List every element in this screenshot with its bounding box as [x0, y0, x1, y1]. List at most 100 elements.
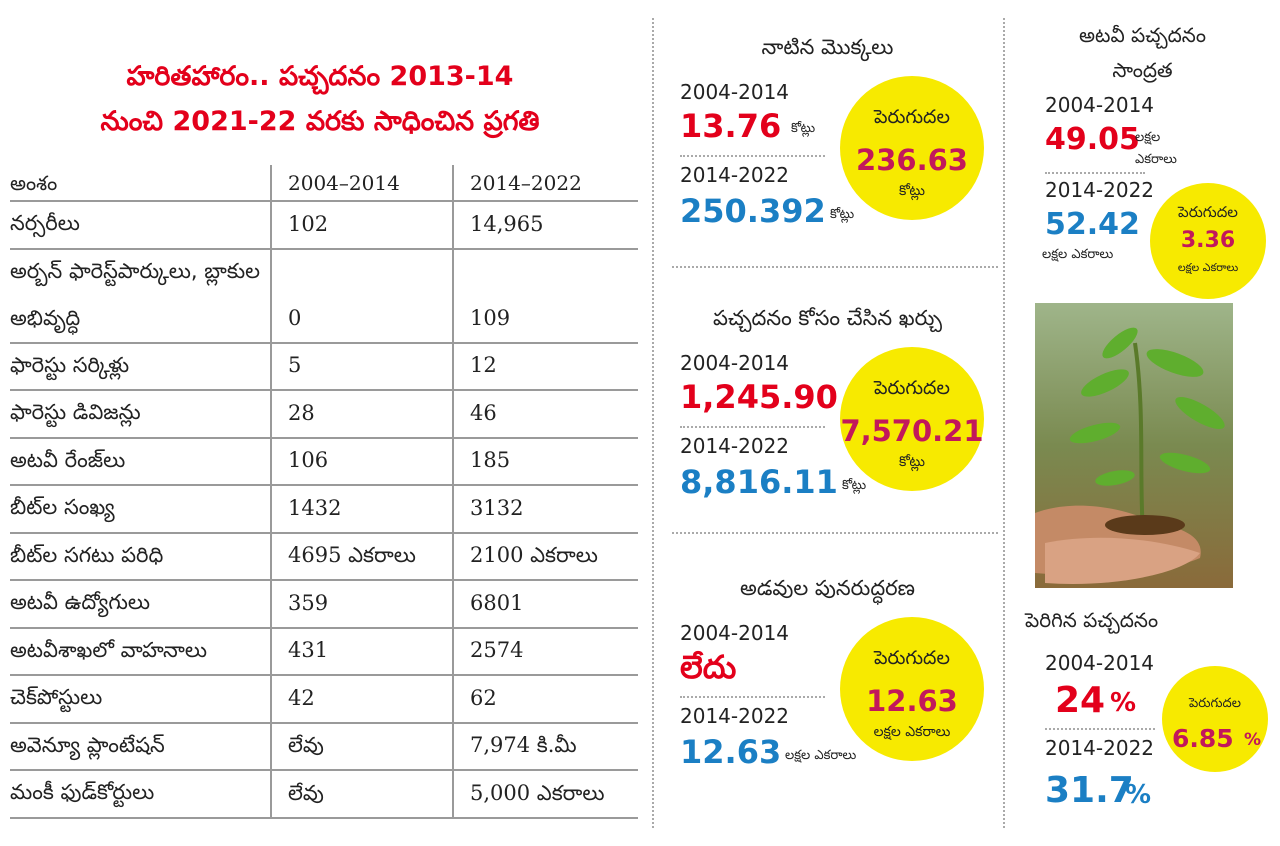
- increase-value: 12.63: [866, 684, 958, 718]
- period: 2004-2014: [680, 80, 790, 104]
- period: 2014-2022: [680, 704, 790, 728]
- value: 52.42: [1045, 207, 1140, 242]
- increase-unit: కోట్లు: [898, 454, 926, 470]
- unit: లక్షల ఎకరాలు: [1042, 247, 1114, 262]
- table-header: అంశం: [10, 171, 58, 195]
- cell: 5: [288, 353, 302, 377]
- period: 2014-2022: [1045, 736, 1155, 760]
- increase-circle: [840, 76, 984, 220]
- cell: 106: [288, 448, 329, 472]
- increase-circle: [840, 347, 984, 491]
- row-line: [10, 341, 638, 344]
- increase-label: పెరుగుదల: [874, 647, 950, 669]
- value: 13.76: [680, 107, 782, 145]
- row-label: మంకీ ఫుడ్‌కోర్టులు: [10, 780, 155, 804]
- row-label: అర్బన్ ఫారెస్ట్‌పార్కులు, బ్లాకుల అభివృద…: [10, 258, 260, 330]
- row-line: [10, 721, 638, 724]
- cell: 431: [288, 638, 329, 662]
- value: 8,816.11: [680, 463, 838, 501]
- row-line: [10, 579, 638, 581]
- value: 1,245.90: [680, 378, 838, 416]
- panel-title: అడవుల పునరుద్ధరణ: [740, 576, 915, 600]
- divider: [672, 532, 998, 534]
- period: 2004-2014: [1045, 93, 1155, 117]
- cell: లేవు: [288, 780, 324, 805]
- increase-circle: [1162, 666, 1268, 772]
- unit: %: [1110, 688, 1137, 718]
- period: 2014-2022: [1045, 178, 1155, 202]
- row-line: [10, 389, 638, 391]
- divider: [680, 155, 825, 157]
- cell: 7,974 కి.మీ: [470, 733, 577, 757]
- cell: 1432: [288, 495, 342, 520]
- row-label: అవెన్యూ ప్లాంటేషన్: [10, 732, 165, 757]
- cell: 12: [470, 353, 497, 377]
- cell: 185: [470, 448, 511, 472]
- divider: [680, 426, 825, 428]
- row-label: చెక్‌పోస్టులు: [10, 685, 103, 709]
- divider: [1045, 172, 1145, 174]
- title-line: హరితహారం.. పచ్చదనం 2013-14: [126, 61, 514, 92]
- cell: 42: [288, 685, 315, 710]
- increase-value: 6.85: [1172, 724, 1234, 753]
- title-line: నుంచి 2021-22 వరకు సాధించిన ప్రగతి: [100, 106, 540, 137]
- period: 2004-2014: [680, 621, 790, 645]
- divider: [672, 266, 998, 268]
- cell: 28: [288, 400, 315, 425]
- unit: కోట్లు: [830, 207, 855, 222]
- increase-unit: లక్షల ఎకరాలు: [1177, 261, 1239, 274]
- row-label: ఫారెస్టు డివిజన్లు: [10, 400, 141, 424]
- divider: [1045, 728, 1155, 730]
- cell: 2100 ఎకరాలు: [470, 543, 598, 567]
- unit: కోట్లు: [791, 121, 816, 136]
- row-line: [10, 769, 638, 771]
- panel-title: పెరిగిన పచ్చదనం: [1025, 608, 1159, 632]
- value: 250.392: [680, 192, 826, 230]
- increase-label: పెరుగుదల: [1189, 696, 1241, 711]
- cell: 0: [288, 305, 302, 330]
- increase-circle: [1150, 183, 1266, 299]
- column-line: [452, 165, 454, 818]
- divider: [680, 696, 825, 698]
- unit: %: [1125, 780, 1152, 810]
- value: 12.63: [680, 733, 782, 771]
- increase-label: పెరుగుదల: [874, 106, 950, 128]
- row-line: [10, 626, 638, 629]
- period: 2004-2014: [1045, 651, 1155, 675]
- increase-value: 236.63: [856, 143, 968, 177]
- cell: 62: [470, 685, 497, 710]
- value: లేదు: [680, 648, 737, 686]
- cell: 6801: [470, 590, 524, 615]
- row-line: [10, 200, 638, 202]
- cell: 3132: [470, 495, 524, 520]
- increase-value: 3.36: [1180, 228, 1236, 253]
- increase-label: పెరుగుదల: [874, 377, 950, 399]
- unit: కోట్లు: [842, 478, 867, 493]
- value: 24: [1055, 680, 1106, 721]
- table-header: 2014–2022: [470, 171, 582, 195]
- increase-unit: కోట్లు: [898, 183, 926, 199]
- cell: 109: [470, 305, 511, 330]
- cell: 14,965: [470, 211, 544, 236]
- unit: లక్షల ఎకరాలు: [1135, 130, 1177, 167]
- cell: లేవు: [288, 733, 324, 757]
- row-label: బీట్‌ల సంఖ్య: [10, 495, 115, 519]
- increase-unit: %: [1244, 730, 1262, 750]
- row-line: [10, 484, 638, 486]
- cell: 5,000 ఎకరాలు: [470, 780, 605, 805]
- sapling-photo: [1035, 303, 1233, 588]
- cell: 4695 ఎకరాలు: [288, 543, 416, 567]
- divider: [652, 18, 654, 828]
- panel-title: అటవీ పచ్చదనం: [1079, 23, 1206, 47]
- cell: 2574: [470, 638, 524, 662]
- row-label: అటవీ ఉద్యోగులు: [10, 590, 151, 614]
- period: 2014-2022: [680, 163, 790, 187]
- row-line: [10, 674, 638, 676]
- panel-title: పచ్చదనం కోసం చేసిన ఖర్చు: [713, 306, 942, 330]
- row-label: అటవీశాఖలో వాహనాలు: [10, 637, 207, 662]
- table-header: 2004–2014: [288, 171, 400, 195]
- cell: 46: [470, 400, 497, 425]
- row-line: [10, 816, 638, 819]
- increase-circle: [840, 617, 984, 761]
